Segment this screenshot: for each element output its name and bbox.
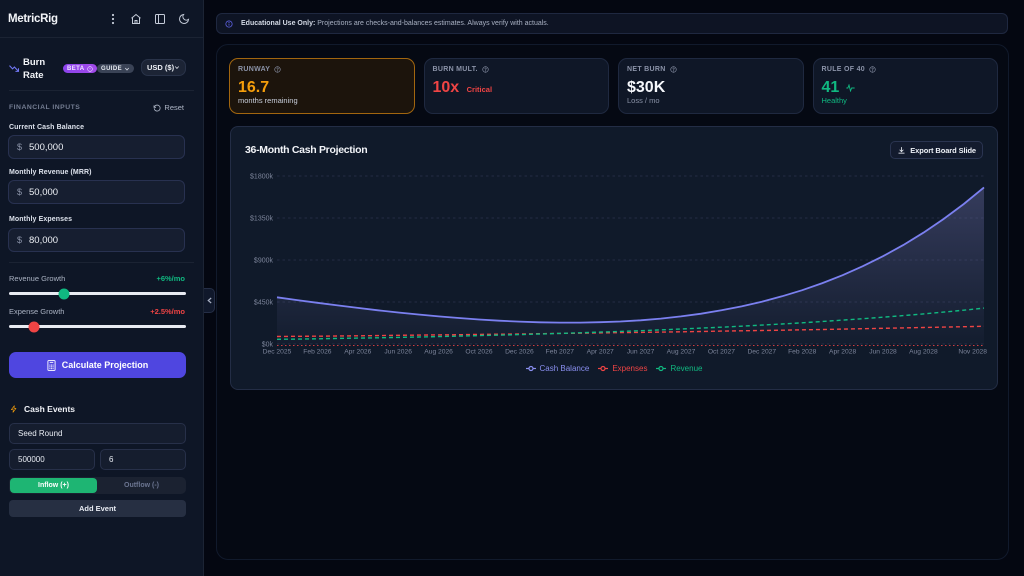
svg-text:Aug 2028: Aug 2028 [909,349,938,356]
svg-text:Apr 2027: Apr 2027 [587,349,614,356]
svg-text:Dec 2027: Dec 2027 [747,349,776,356]
svg-text:Feb 2027: Feb 2027 [546,349,575,356]
svg-text:Dec 2025: Dec 2025 [263,349,292,356]
svg-text:Aug 2026: Aug 2026 [424,349,453,356]
svg-text:Jun 2028: Jun 2028 [869,349,897,356]
svg-text:$900k: $900k [254,258,274,265]
svg-text:Oct 2027: Oct 2027 [708,349,735,356]
svg-text:$450k: $450k [254,300,274,307]
svg-text:Apr 2028: Apr 2028 [829,349,856,356]
svg-text:Feb 2028: Feb 2028 [788,349,817,356]
svg-text:Oct 2026: Oct 2026 [465,349,492,356]
svg-text:$1350k: $1350k [250,216,273,223]
svg-text:$0k: $0k [262,342,274,349]
svg-text:Jun 2026: Jun 2026 [384,349,412,356]
svg-text:Feb 2026: Feb 2026 [303,349,332,356]
svg-text:Apr 2026: Apr 2026 [344,349,371,356]
svg-text:Aug 2027: Aug 2027 [667,349,696,356]
svg-text:Jun 2027: Jun 2027 [627,349,655,356]
svg-text:Dec 2026: Dec 2026 [505,349,534,356]
svg-text:Nov 2028: Nov 2028 [958,349,987,356]
svg-text:$1800k: $1800k [250,174,273,181]
